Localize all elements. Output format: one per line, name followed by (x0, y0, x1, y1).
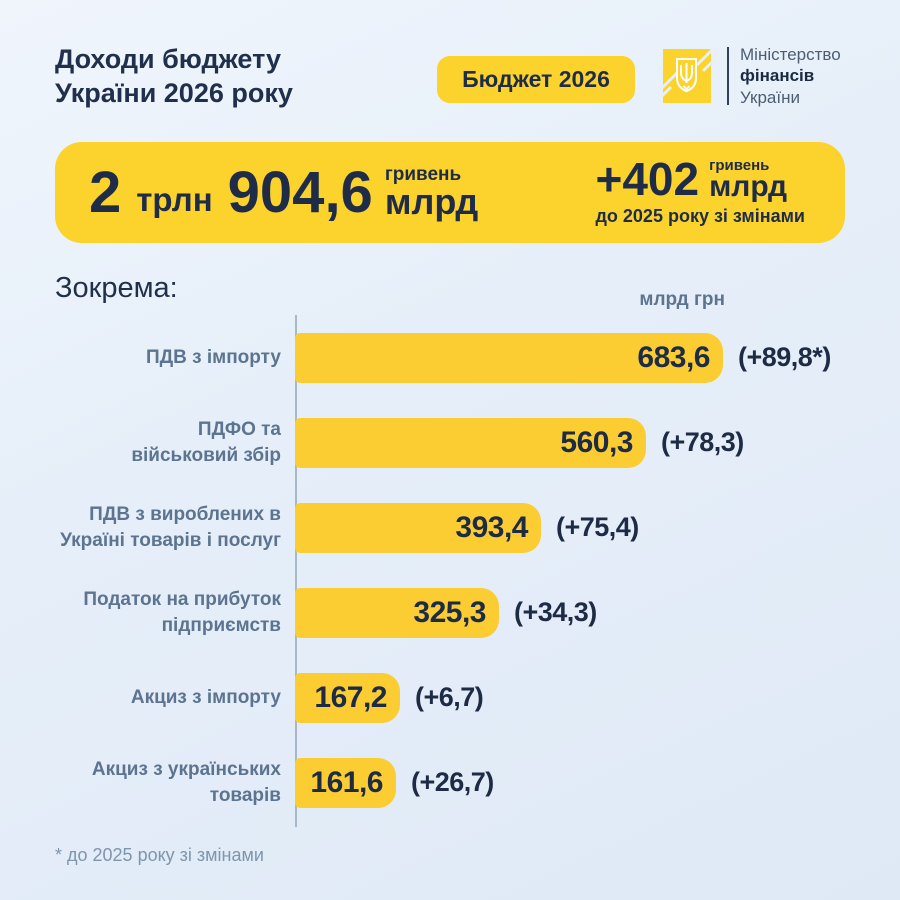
trident-emblem-icon (656, 46, 716, 106)
bar-zone: 161,6 (+26,7) (295, 757, 855, 808)
bar: 161,6 (295, 757, 396, 808)
delta-unit-stack: гривень млрд (709, 156, 787, 204)
bar-zone: 393,4 (+75,4) (295, 502, 855, 553)
bar-value: 560,3 (560, 425, 633, 459)
axis-unit-label: млрд грн (639, 289, 725, 310)
badge-label: Бюджет 2026 (462, 66, 610, 92)
total-unit-trln: трлн (136, 181, 213, 219)
ministry-line1: Міністерство (740, 44, 841, 64)
ministry-line2: фінансів (740, 66, 815, 86)
ministry-logo: Міністерство фінансів України (656, 45, 841, 107)
bar-label: ПДВ з вироблених в Україні товарів і пос… (60, 504, 281, 551)
total-amount: 2 трлн 904,6 гривень млрд (89, 159, 479, 225)
delta-amount: +402 гривень млрд до 2025 року зі змінам… (595, 152, 811, 228)
delta-value: +402 (595, 152, 700, 205)
total-unit-stack: гривень млрд (384, 163, 479, 222)
total-prefix: 2 (89, 159, 122, 225)
total-value: 904,6 (227, 159, 373, 225)
ministry-line3: України (740, 87, 800, 107)
budget-2026-badge: Бюджет 2026 (437, 56, 635, 103)
bar-value: 167,2 (314, 680, 387, 714)
axis-line (295, 315, 297, 827)
logo-divider (727, 47, 729, 105)
bar: 560,3 (295, 417, 646, 468)
bar-label: ПДВ з імпорту (145, 346, 281, 368)
delta-row: +402 гривень млрд (595, 152, 805, 205)
bar-label: Податок на прибуток підприємств (83, 589, 281, 636)
bar-value: 683,6 (637, 340, 710, 374)
bar: 683,6 (295, 332, 723, 383)
bar-value: 325,3 (413, 595, 486, 629)
bar-zone: 560,3 (+78,3) (295, 417, 855, 468)
bar-row: ПДВ з вироблених в Україні товарів і пос… (55, 485, 855, 570)
bar-row: Податок на прибуток підприємств 325,3 (+… (55, 570, 855, 655)
bar-label: Акциз з українських товарів (91, 759, 281, 806)
bar-change: (+6,7) (415, 682, 484, 712)
bar: 393,4 (295, 502, 541, 553)
bar-zone: 683,6 (+89,8*) (295, 332, 855, 383)
page-title: Доходи бюджету України 2026 року (55, 44, 293, 109)
delta-caption: до 2025 року зі змінами (595, 206, 805, 227)
ministry-name: Міністерство фінансів України (740, 44, 841, 108)
bar-change: (+34,3) (514, 597, 597, 627)
bar-change: (+75,4) (556, 512, 639, 542)
bar-change: (+78,3) (661, 427, 744, 457)
bar-zone: 167,2 (+6,7) (295, 672, 855, 723)
bar-label: ПДФО та військовий збір (131, 419, 281, 466)
bar: 325,3 (295, 587, 499, 638)
bar-row: ПДВ з імпорту 683,6 (+89,8*) (55, 315, 855, 400)
bar-change: (+89,8*) (738, 342, 831, 372)
total-unit-mlrd: млрд (384, 180, 479, 222)
delta-unit-mlrd: млрд (709, 170, 787, 204)
bar-label: Акциз з імпорту (130, 686, 281, 708)
bar-value: 393,4 (455, 510, 528, 544)
footnote: * до 2025 року зі змінами (55, 845, 264, 865)
bar-row: Акциз з імпорту 167,2 (+6,7) (55, 655, 855, 740)
bar-value: 161,6 (310, 765, 383, 799)
bar: 167,2 (295, 672, 400, 723)
delta-unit-currency: гривень (709, 156, 770, 174)
bar-zone: 325,3 (+34,3) (295, 587, 855, 638)
bar-row: ПДФО та військовий збір 560,3 (+78,3) (55, 400, 855, 485)
bar-chart: ПДВ з імпорту 683,6 (+89,8*) ПДФО та вій… (55, 315, 855, 827)
total-unit-currency: гривень (384, 163, 462, 185)
section-label: Зокрема: (55, 272, 178, 304)
total-revenue-banner: 2 трлн 904,6 гривень млрд +402 гривень м… (55, 142, 845, 243)
bar-row: Акциз з українських товарів 161,6 (+26,7… (55, 740, 855, 825)
bar-change: (+26,7) (411, 767, 494, 797)
